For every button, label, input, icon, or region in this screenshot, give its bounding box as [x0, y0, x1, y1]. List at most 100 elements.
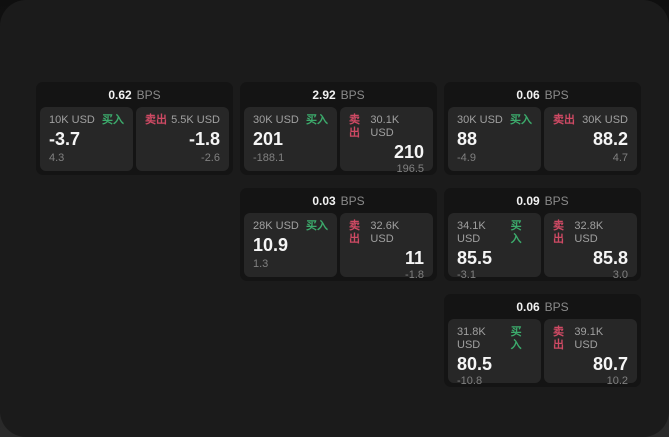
buy-side-label: 买入: [510, 326, 522, 351]
bps-value: 0.62: [108, 87, 132, 102]
buy-sub-value: 4.3: [49, 152, 65, 164]
buy-side-label: 买入: [510, 220, 522, 245]
card-header: 2.92 BPS: [244, 82, 433, 107]
sell-amount: 30K USD: [582, 114, 628, 126]
buy-sub-value: 1.3: [253, 258, 269, 270]
card-header: 0.06 BPS: [448, 294, 637, 319]
buy-panel-top: 30K USD 买入: [457, 114, 532, 127]
buy-price: -3.7: [49, 129, 81, 149]
buy-sub-value: -4.9: [457, 152, 476, 164]
bps-unit-label: BPS: [544, 87, 569, 102]
sell-price: 80.7: [592, 354, 628, 374]
sell-amount: 30.1K USD: [370, 114, 400, 139]
card-header: 0.03 BPS: [244, 188, 433, 213]
sell-panel[interactable]: 卖出 32.8K USD 85.8 3.0: [544, 213, 637, 281]
sell-panel[interactable]: 卖出 30K USD 88.2 4.7: [544, 107, 637, 171]
quote-card: 0.09 BPS 34.1K USD 买入 85.5 -3.1 卖出 32.8K…: [444, 188, 641, 281]
sell-sub-value: 196.5: [396, 163, 424, 175]
card-header: 0.06 BPS: [448, 82, 637, 107]
buy-side-label: 买入: [510, 114, 532, 126]
buy-amount: 28K USD: [253, 220, 299, 232]
sell-side-label: 卖出: [553, 114, 575, 126]
bps-unit-label: BPS: [136, 87, 161, 102]
buy-panel-top: 31.8K USD 买入: [457, 326, 532, 352]
sell-panel[interactable]: 卖出 30.1K USD 210 196.5: [340, 107, 433, 175]
bps-unit-label: BPS: [544, 299, 569, 314]
buy-amount: 10K USD: [49, 114, 95, 126]
quote-card: 0.03 BPS 28K USD 买入 10.9 1.3 卖出 32.6K US…: [240, 188, 437, 281]
card-header: 0.62 BPS: [40, 82, 229, 107]
bps-value: 2.92: [312, 87, 336, 102]
buy-panel-top: 10K USD 买入: [49, 114, 124, 127]
quote-panels: 10K USD 买入 -3.7 4.3 卖出 5.5K USD -1.8 -2.…: [40, 107, 229, 171]
sell-price: -1.8: [188, 129, 220, 149]
sell-price: 88.2: [592, 129, 628, 149]
buy-panel[interactable]: 28K USD 买入 10.9 1.3: [244, 213, 337, 277]
sell-panel-top: 卖出 39.1K USD: [553, 326, 628, 352]
buy-panel[interactable]: 34.1K USD 买入 85.5 -3.1: [448, 213, 541, 281]
quote-card: 0.62 BPS 10K USD 买入 -3.7 4.3 卖出 5.5K USD…: [36, 82, 233, 175]
buy-panel[interactable]: 31.8K USD 买入 80.5 -10.8: [448, 319, 541, 387]
sell-amount: 5.5K USD: [171, 114, 220, 126]
sell-amount: 32.8K USD: [574, 220, 604, 245]
sell-amount: 32.6K USD: [370, 220, 400, 245]
sell-panel-top: 卖出 32.6K USD: [349, 220, 424, 246]
bps-value: 0.03: [312, 193, 336, 208]
quote-card: 0.06 BPS 31.8K USD 买入 80.5 -10.8 卖出 39.1…: [444, 294, 641, 387]
buy-side-label: 买入: [102, 114, 124, 126]
buy-sub-value: -188.1: [253, 152, 285, 164]
sell-side-label: 卖出: [145, 114, 167, 126]
quote-card: 0.06 BPS 30K USD 买入 88 -4.9 卖出 30K USD 8…: [444, 82, 641, 175]
buy-side-label: 买入: [306, 114, 328, 126]
buy-price: 80.5: [457, 354, 493, 374]
sell-price: 210: [393, 142, 424, 162]
buy-panel-top: 34.1K USD 买入: [457, 220, 532, 246]
buy-price: 10.9: [253, 235, 289, 255]
buy-panel[interactable]: 30K USD 买入 88 -4.9: [448, 107, 541, 171]
bps-value: 0.06: [516, 299, 540, 314]
buy-amount: 34.1K USD: [457, 220, 486, 245]
buy-panel[interactable]: 30K USD 买入 201 -188.1: [244, 107, 337, 171]
buy-panel[interactable]: 10K USD 买入 -3.7 4.3: [40, 107, 133, 171]
sell-panel-top: 卖出 30K USD: [553, 114, 628, 127]
quote-panels: 34.1K USD 买入 85.5 -3.1 卖出 32.8K USD 85.8…: [448, 213, 637, 281]
sell-panel[interactable]: 卖出 39.1K USD 80.7 10.2: [544, 319, 637, 387]
buy-price: 85.5: [457, 248, 493, 268]
quote-panels: 31.8K USD 买入 80.5 -10.8 卖出 39.1K USD 80.…: [448, 319, 637, 387]
sell-price: 85.8: [592, 248, 628, 268]
sell-sub-value: 4.7: [612, 152, 628, 164]
buy-amount: 30K USD: [457, 114, 503, 126]
bps-value: 0.09: [516, 193, 540, 208]
sell-sub-value: 3.0: [612, 269, 628, 281]
buy-sub-value: -3.1: [457, 269, 476, 281]
buy-amount: 31.8K USD: [457, 326, 486, 351]
sell-panel-top: 卖出 5.5K USD: [145, 114, 220, 127]
buy-amount: 30K USD: [253, 114, 299, 126]
sell-price: 11: [404, 248, 424, 268]
buy-price: 88: [457, 129, 478, 149]
buy-side-label: 买入: [306, 220, 328, 232]
buy-panel-top: 28K USD 买入: [253, 220, 328, 233]
sell-sub-value: -2.6: [201, 152, 220, 164]
sell-sub-value: 10.2: [606, 375, 628, 387]
quote-panels: 30K USD 买入 88 -4.9 卖出 30K USD 88.2 4.7: [448, 107, 637, 171]
sell-panel-top: 卖出 30.1K USD: [349, 114, 424, 140]
sell-panel[interactable]: 卖出 32.6K USD 11 -1.8: [340, 213, 433, 281]
sell-panel[interactable]: 卖出 5.5K USD -1.8 -2.6: [136, 107, 229, 171]
buy-price: 201: [253, 129, 284, 149]
buy-sub-value: -10.8: [457, 375, 483, 387]
bps-value: 0.06: [516, 87, 540, 102]
quote-card: 2.92 BPS 30K USD 买入 201 -188.1 卖出 30.1K …: [240, 82, 437, 175]
sell-side-label: 卖出: [553, 220, 564, 245]
quote-panels: 28K USD 买入 10.9 1.3 卖出 32.6K USD 11 -1.8: [244, 213, 433, 281]
card-header: 0.09 BPS: [448, 188, 637, 213]
bps-unit-label: BPS: [544, 193, 569, 208]
sell-side-label: 卖出: [553, 326, 564, 351]
bps-unit-label: BPS: [340, 193, 365, 208]
sell-amount: 39.1K USD: [574, 326, 604, 351]
sell-sub-value: -1.8: [405, 269, 424, 281]
cards-grid: 0.62 BPS 10K USD 买入 -3.7 4.3 卖出 5.5K USD…: [36, 82, 641, 387]
buy-panel-top: 30K USD 买入: [253, 114, 328, 127]
quote-panels: 30K USD 买入 201 -188.1 卖出 30.1K USD 210 1…: [244, 107, 433, 175]
sell-side-label: 卖出: [349, 114, 360, 139]
